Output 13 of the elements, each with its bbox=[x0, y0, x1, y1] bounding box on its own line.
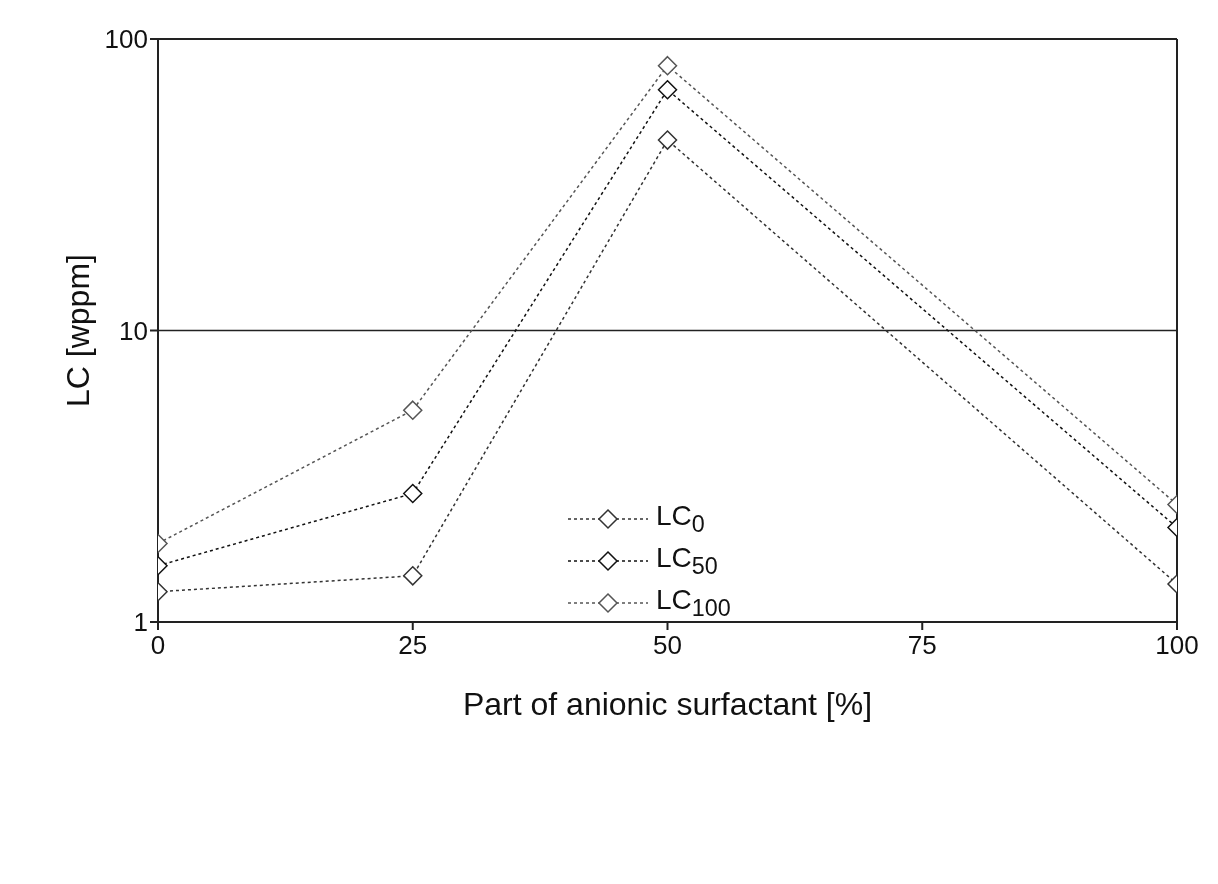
legend-label: LC$_{0}$ bbox=[656, 500, 705, 538]
x-tick-label: 50 bbox=[653, 630, 682, 661]
x-tick-label: 75 bbox=[907, 630, 937, 661]
x-tick-label: 100 bbox=[1155, 630, 1199, 661]
y-tick-label: 10 bbox=[119, 315, 148, 346]
legend-label: LC$_{50}$ bbox=[656, 542, 718, 580]
x-tick-label: 0 bbox=[150, 630, 166, 661]
legend-label: LC$_{100}$ bbox=[656, 584, 731, 622]
y-axis-title: LC [wppm] bbox=[60, 254, 97, 407]
y-tick-label: 1 bbox=[133, 607, 148, 638]
x-tick-label: 25 bbox=[398, 630, 428, 661]
x-axis-title: Part of anionic surfactant [%] bbox=[462, 685, 873, 722]
y-tick-label: 100 bbox=[104, 24, 148, 55]
